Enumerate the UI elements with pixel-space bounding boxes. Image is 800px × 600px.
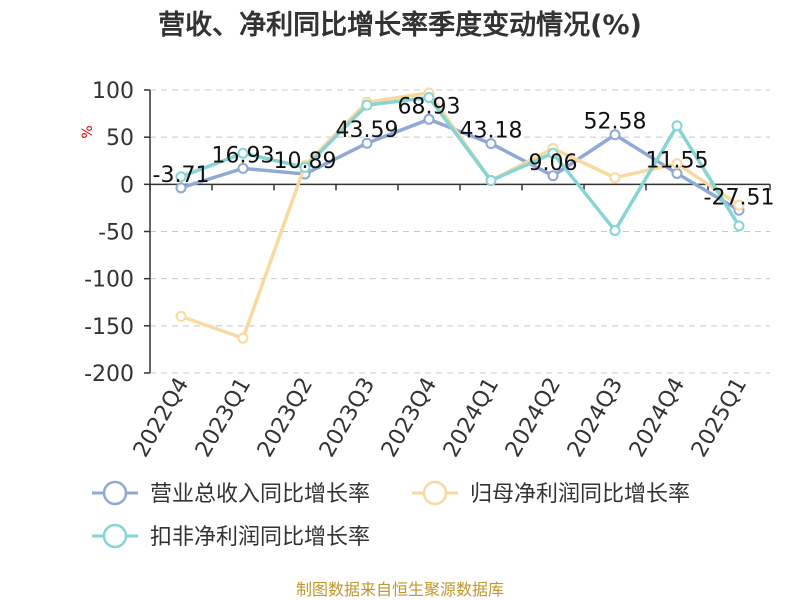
series-line-2 bbox=[180, 95, 741, 233]
data-point bbox=[485, 175, 497, 187]
data-point bbox=[485, 138, 497, 150]
data-point bbox=[299, 161, 311, 173]
data-point bbox=[671, 120, 683, 132]
data-label: 11.55 bbox=[646, 148, 709, 173]
data-label: 10.89 bbox=[274, 149, 337, 174]
y-tick-label: -50 bbox=[98, 221, 134, 246]
x-tick-label: 2024Q4 bbox=[625, 374, 690, 462]
y-tick-label: -200 bbox=[84, 362, 134, 387]
legend-label: 扣非净利润同比增长率 bbox=[150, 525, 370, 550]
x-tick-label: 2025Q1 bbox=[687, 374, 752, 462]
data-point bbox=[237, 147, 249, 159]
data-point bbox=[175, 310, 187, 322]
data-label: 52.58 bbox=[584, 110, 647, 135]
source-note: 制图数据来自恒生聚源数据库 bbox=[296, 580, 504, 599]
data-point bbox=[671, 158, 683, 170]
data-point bbox=[361, 137, 373, 149]
data-point bbox=[175, 171, 187, 183]
data-point bbox=[609, 129, 621, 141]
data-point bbox=[733, 199, 745, 211]
y-tick-label: -100 bbox=[84, 268, 134, 293]
legend-swatch-marker bbox=[102, 523, 128, 549]
data-label: 68.93 bbox=[398, 94, 461, 119]
data-label: -3.71 bbox=[153, 163, 210, 188]
legend-swatch-marker bbox=[102, 480, 128, 506]
axes: 100500-50-100-150-2002022Q42023Q12023Q22… bbox=[84, 79, 771, 462]
legend-label: 营业总收入同比增长率 bbox=[150, 482, 370, 507]
data-label: 16.93 bbox=[212, 143, 275, 168]
data-point bbox=[547, 147, 559, 159]
y-tick-label: 100 bbox=[92, 79, 134, 104]
x-tick-label: 2023Q2 bbox=[253, 374, 318, 462]
data-point bbox=[609, 225, 621, 237]
x-tick-label: 2024Q1 bbox=[439, 374, 504, 462]
chart-title: 营收、净利同比增长率季度变动情况(%) bbox=[158, 9, 642, 41]
data-label: 43.59 bbox=[336, 118, 399, 143]
y-tick-label: -150 bbox=[84, 315, 134, 340]
y-axis-label: % bbox=[80, 125, 96, 138]
data-point bbox=[237, 332, 249, 344]
x-tick-label: 2024Q2 bbox=[501, 374, 566, 462]
x-tick-label: 2023Q1 bbox=[191, 374, 256, 462]
data-point bbox=[175, 182, 187, 194]
data-point bbox=[609, 172, 621, 184]
y-tick-label: 0 bbox=[120, 173, 134, 198]
data-point bbox=[361, 99, 373, 111]
y-tick-label: 50 bbox=[106, 126, 134, 151]
x-tick-label: 2022Q4 bbox=[129, 374, 194, 462]
data-label: 43.18 bbox=[460, 119, 523, 144]
data-point bbox=[547, 170, 559, 182]
data-point bbox=[423, 113, 435, 125]
x-tick-label: 2023Q4 bbox=[377, 374, 442, 462]
data-point bbox=[237, 162, 249, 174]
x-tick-label: 2023Q3 bbox=[315, 374, 380, 462]
data-point bbox=[733, 220, 745, 232]
x-tick-label: 2024Q3 bbox=[563, 374, 628, 462]
data-label: 9.06 bbox=[529, 151, 578, 176]
data-label: -27.51 bbox=[704, 185, 775, 210]
series-line-0 bbox=[180, 117, 740, 212]
legend-label: 归母净利润同比增长率 bbox=[470, 482, 690, 507]
data-point bbox=[423, 92, 435, 104]
legend-swatch-marker bbox=[422, 480, 448, 506]
series-lines bbox=[175, 87, 745, 344]
